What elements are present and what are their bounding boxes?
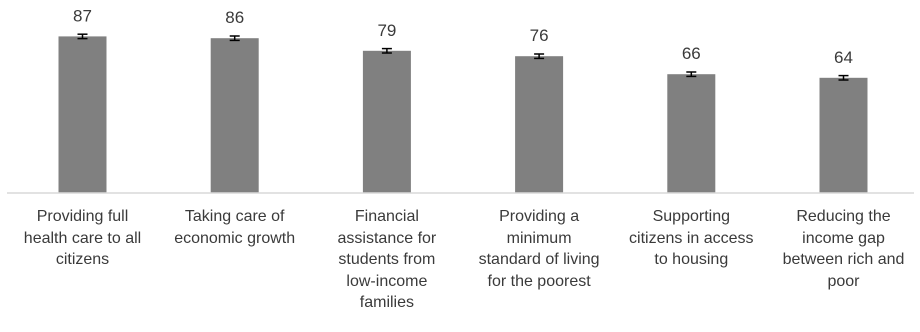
error-bars-layer [77, 33, 849, 81]
category-label-line: health care to all [23, 229, 142, 247]
bar-4 [515, 56, 564, 194]
category-label-line: Providing a [499, 208, 580, 225]
category-label-line: Reducing the [796, 208, 891, 225]
category-label-line: Taking care of [184, 208, 285, 225]
bar-3 [362, 50, 411, 193]
bars-layer [58, 36, 868, 194]
category-label-line: to housing [654, 251, 729, 268]
category-label-line: standard of living [478, 251, 600, 268]
category-label-line: poor [827, 272, 860, 290]
value-label-4: 76 [530, 26, 549, 45]
category-label-line: income gap [802, 229, 885, 247]
category-label-3: Financial assistance for students from low-… [312, 206, 462, 314]
error-bar-1 [77, 33, 88, 40]
value-label-6: 64 [834, 48, 853, 67]
category-label-line: assistance for [337, 229, 437, 247]
category-label-line: citizens in access [629, 229, 754, 247]
category-label-line: minimum [506, 229, 572, 247]
category-label-line: Supporting [652, 208, 730, 225]
category-label-line: for the poorest [487, 272, 591, 290]
bar-2 [210, 38, 259, 194]
category-label-line: low-income [346, 272, 428, 290]
category-label-4: Providing a minimum standard of living for … [464, 206, 614, 292]
category-label-line: Providing full [36, 208, 129, 225]
category-label-2: Taking care of economic growth [160, 206, 310, 249]
category-label-5: Supporting citizens in access to housing [616, 206, 766, 271]
category-label-line: citizens [55, 251, 110, 268]
category-label-line: Financial [354, 208, 419, 225]
category-label-line: students from [338, 251, 436, 268]
bar-6 [819, 77, 868, 193]
category-label-line: economic growth [174, 229, 296, 247]
value-label-3: 79 [377, 21, 396, 40]
value-label-2: 86 [225, 8, 244, 27]
category-label-1: Providing full health care to all citizens [8, 206, 158, 271]
value-labels-layer: 87 86 79 76 66 64 [73, 6, 853, 66]
error-bar-3 [381, 47, 392, 54]
bar-1 [58, 36, 107, 194]
category-label-line: between rich and [782, 251, 905, 268]
value-label-1: 87 [73, 6, 92, 25]
bar-5 [667, 74, 716, 193]
error-bar-4 [534, 53, 545, 60]
error-bar-5 [686, 71, 697, 78]
category-label-6: Reducing the income gap between rich and po… [769, 206, 919, 292]
category-label-line: families [359, 294, 414, 311]
error-bar-2 [229, 35, 240, 42]
error-bar-6 [838, 74, 849, 81]
value-label-5: 66 [682, 44, 701, 63]
